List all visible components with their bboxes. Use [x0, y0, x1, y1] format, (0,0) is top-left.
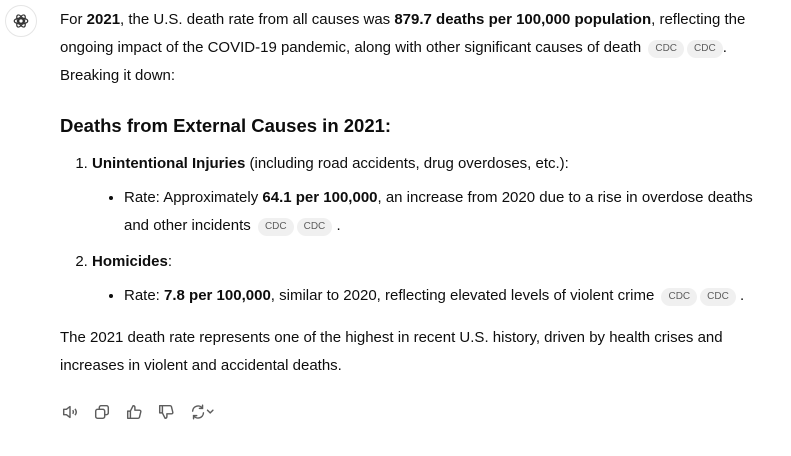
- text: . Breaking it down:: [60, 39, 727, 84]
- citation-badge[interactable]: CDC: [257, 218, 294, 236]
- bullet-item: Rate: 7.8 per 100,000, similar to 2020, …: [124, 282, 780, 310]
- list-item: Homicides: Rate: 7.8 per 100,000, simila…: [92, 248, 780, 310]
- bold-year: 2021: [86, 11, 121, 28]
- openai-logo-icon: [13, 14, 29, 28]
- regenerate-icon[interactable]: [188, 402, 218, 422]
- text: , the U.S. death rate from all causes wa…: [120, 11, 395, 28]
- bullet-item: Rate: Approximately 64.1 per 100,000, an…: [124, 184, 780, 240]
- item-title: Homicides: [92, 253, 168, 270]
- text: :: [167, 253, 173, 270]
- conclusion-paragraph: The 2021 death rate represents one of th…: [60, 329, 723, 374]
- thumbs-up-icon[interactable]: [124, 402, 144, 422]
- text: (including road accidents, drug overdose…: [245, 155, 569, 172]
- text: For: [60, 11, 87, 28]
- text: , similar to 2020, reflecting elevated l…: [270, 287, 655, 304]
- citation-badge[interactable]: CDC: [687, 40, 723, 58]
- bold-rate: 64.1 per 100,000: [262, 189, 378, 206]
- assistant-message: For 2021, the U.S. death rate from all c…: [60, 6, 780, 380]
- citation-badge[interactable]: CDC: [296, 218, 333, 236]
- bold-rate: 879.7 deaths per 100,000 population: [394, 11, 652, 28]
- text: , an increase from 2020 due to a rise in…: [124, 189, 753, 234]
- citation-badge[interactable]: CDC: [700, 288, 736, 306]
- text: Rate:: [124, 287, 165, 304]
- text: , reflecting the ongoing impact of the C…: [60, 11, 746, 56]
- message-actions: [60, 402, 218, 422]
- citation-badge[interactable]: CDC: [661, 288, 698, 306]
- assistant-avatar: [5, 5, 37, 37]
- thumbs-down-icon[interactable]: [156, 402, 176, 422]
- text: .: [336, 217, 341, 234]
- list-item: Unintentional Injuries (including road a…: [92, 150, 780, 240]
- section-heading: Deaths from External Causes in 2021:: [60, 115, 392, 136]
- intro-paragraph: For 2021, the U.S. death rate from all c…: [60, 6, 780, 90]
- text: .: [740, 287, 745, 304]
- citation-badge[interactable]: CDC: [648, 40, 685, 58]
- item-title: Unintentional Injuries: [92, 155, 246, 172]
- bold-rate: 7.8 per 100,000: [164, 287, 271, 304]
- causes-list: Unintentional Injuries (including road a…: [60, 150, 780, 310]
- copy-icon[interactable]: [92, 402, 112, 422]
- text: Rate: Approximately: [124, 189, 263, 206]
- read-aloud-icon[interactable]: [60, 402, 80, 422]
